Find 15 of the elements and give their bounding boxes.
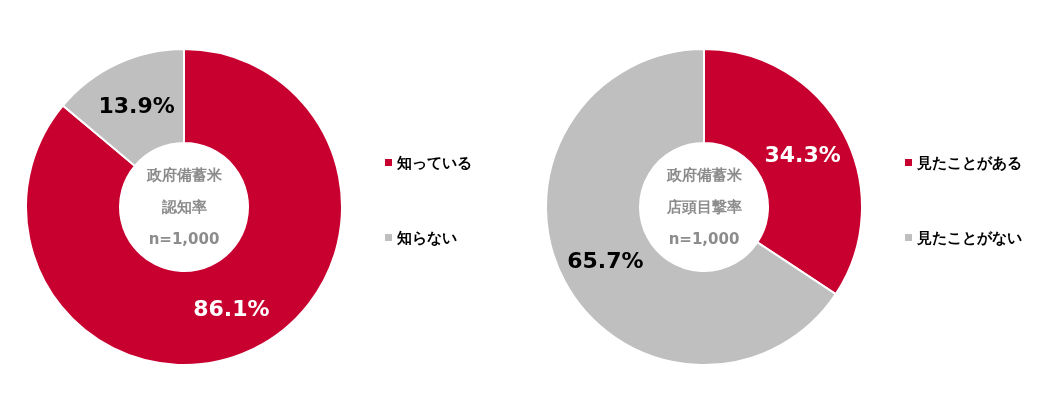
legend-label: 知らない xyxy=(396,229,457,248)
text: 政府備蓄米 xyxy=(665,166,743,185)
donut-slice xyxy=(25,48,343,366)
text: 政府備蓄米 xyxy=(145,166,223,185)
text: 店頭目撃率 xyxy=(665,198,742,217)
legend-label: 見たことがある xyxy=(916,154,1022,173)
data-label: 65.7% xyxy=(567,247,644,273)
data-label: 34.3% xyxy=(764,141,841,167)
text: 認知率 xyxy=(160,198,207,217)
legend-label: 知っている xyxy=(396,154,472,173)
text: n=1,000 xyxy=(668,230,740,249)
data-label: 13.9% xyxy=(98,93,175,119)
data-label: 86.1% xyxy=(193,296,270,322)
text: n=1,000 xyxy=(148,230,220,249)
legend-label: 見たことがない xyxy=(916,229,1022,248)
